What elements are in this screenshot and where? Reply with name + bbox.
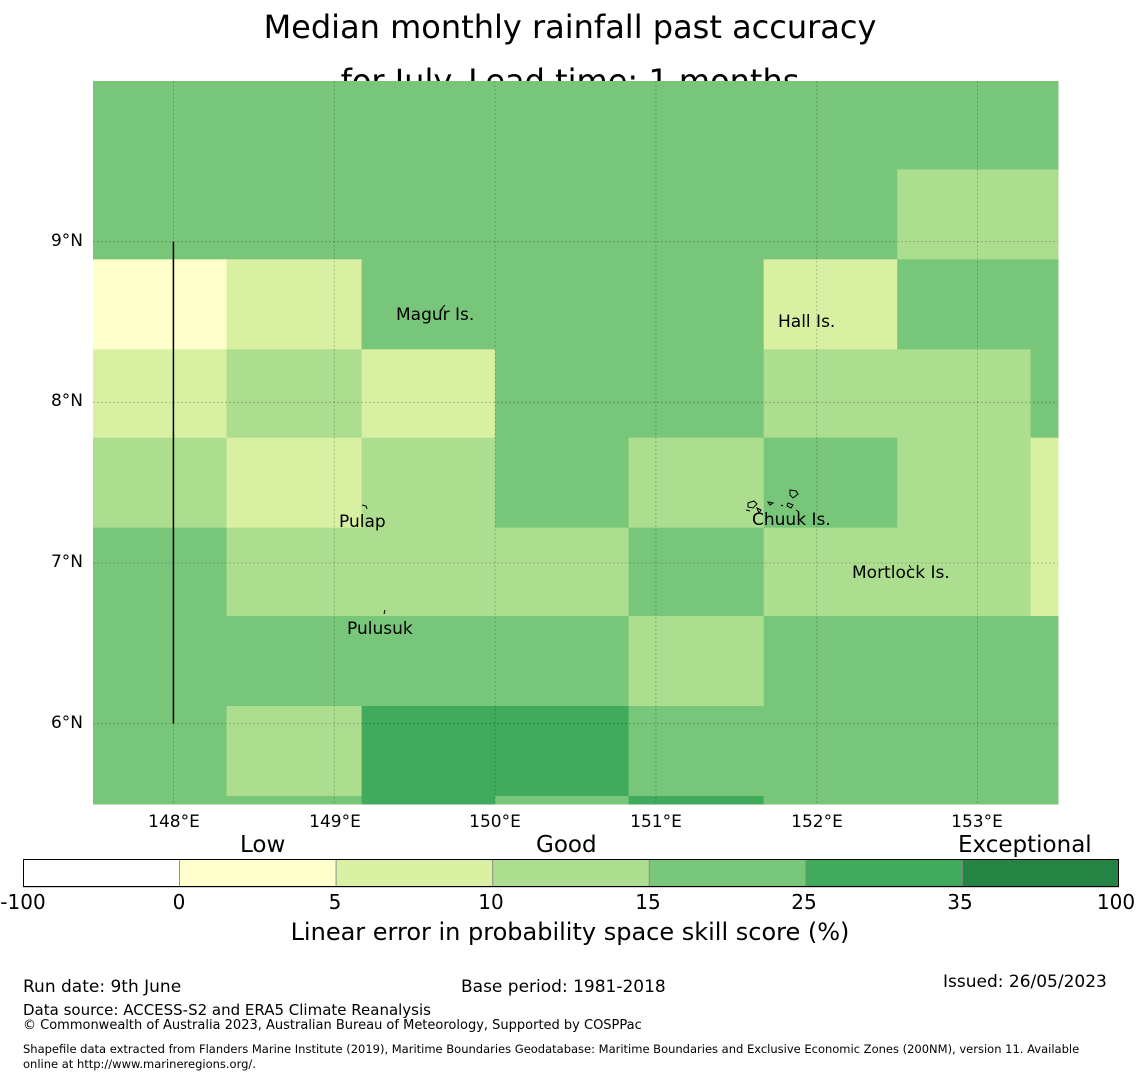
pulusuk-island-outline	[383, 609, 386, 615]
colorbar-tick-4: 15	[635, 890, 661, 914]
colorbar-tick-0: -100	[0, 890, 46, 914]
lat-label-7n: 7°N	[50, 552, 83, 572]
colorbar-border	[23, 859, 1119, 887]
mortlock-island-outline	[908, 564, 912, 569]
lon-label-149e: 149°E	[309, 812, 361, 832]
grid-cell	[93, 437, 227, 529]
lon-label-153e: 153°E	[951, 812, 1003, 832]
copyright: © Commonwealth of Australia 2023, Austra…	[23, 1018, 642, 1033]
grid-cell	[628, 705, 1059, 797]
grid-cell	[763, 437, 898, 529]
grid-cell	[226, 795, 363, 805]
colorbar-segment	[805, 859, 963, 888]
grid-cell	[495, 795, 630, 805]
grid-cell	[763, 616, 1059, 707]
grid-cell	[763, 259, 898, 350]
place-label-pulusuk: Pulusuk	[347, 619, 413, 639]
place-label-magur: Magur Is.	[396, 305, 475, 325]
colorbar-tick-1: 0	[172, 890, 186, 914]
grid-cell	[93, 527, 227, 617]
base-period: Base period: 1981-2018	[461, 977, 666, 997]
lat-label-8n: 8°N	[50, 391, 83, 411]
magur-island-outline	[439, 304, 446, 312]
grid-cell	[226, 705, 363, 797]
colorbar-tick-2: 5	[328, 890, 342, 914]
grid-cell	[226, 527, 630, 617]
grid-cell	[628, 527, 765, 617]
place-label-chuuk: Chuuk Is.	[752, 510, 831, 530]
lon-label-150e: 150°E	[469, 812, 521, 832]
grid-cell	[93, 169, 898, 260]
lon-label-148e: 148°E	[148, 812, 200, 832]
lat-label-9n: 9°N	[50, 231, 83, 251]
rainfall-skill-map	[93, 81, 1059, 805]
grid-cell	[93, 616, 630, 707]
grid-cell	[1030, 349, 1059, 439]
category-label-low: Low	[240, 832, 286, 858]
colorbar-segment	[23, 859, 180, 888]
grid-cell	[226, 437, 363, 529]
colorbar-tick-5: 25	[791, 890, 817, 914]
grid-cell	[361, 349, 496, 439]
grid-cell	[361, 437, 496, 529]
issued-date: Issued: 26/05/2023	[943, 972, 1107, 992]
lon-label-151e: 151°E	[630, 812, 682, 832]
colorbar-segment	[648, 859, 807, 888]
place-label-hall: Hall Is.	[778, 312, 836, 332]
colorbar-title: Linear error in probability space skill …	[290, 918, 850, 946]
place-label-mortlock: Mortlock Is.	[852, 563, 950, 583]
colorbar-segment	[962, 859, 1119, 888]
grid-cell	[93, 259, 227, 350]
grid-cell	[763, 795, 1059, 805]
colorbar-segment	[335, 859, 494, 888]
category-label-good: Good	[536, 832, 597, 858]
grid-cell	[361, 795, 496, 805]
grid-cell	[93, 349, 227, 439]
run-date: Run date: 9th June	[23, 977, 182, 997]
colorbar-tick-6: 35	[947, 890, 973, 914]
grid-cell	[226, 259, 363, 350]
data-source: Data source: ACCESS-S2 and ERA5 Climate …	[23, 1001, 431, 1019]
grid-cell	[628, 437, 765, 529]
lon-label-152e: 152°E	[791, 812, 843, 832]
colorbar-tick-3: 10	[478, 890, 504, 914]
colorbar-segment	[179, 859, 337, 888]
grid-cell	[1030, 527, 1059, 617]
grid-cell	[226, 349, 363, 439]
skill-colorbar	[23, 859, 1119, 888]
skill-grid-cells	[93, 81, 1059, 805]
grid-cell	[897, 259, 1059, 350]
grid-cell	[1030, 437, 1059, 529]
chuuk-lagoon-islands	[745, 489, 800, 515]
grid-cell	[361, 705, 630, 797]
grid-cell	[93, 705, 227, 805]
grid-cell	[628, 616, 765, 707]
shapefile-credit-line-2: online at http://www.marineregions.org/.	[23, 1057, 256, 1071]
place-label-pulap: Pulap	[339, 512, 386, 532]
title-line-1: Median monthly rainfall past accuracy	[263, 8, 877, 46]
grid-cell	[763, 349, 1032, 439]
grid-cell	[495, 437, 630, 529]
pulap-island-outline	[361, 504, 368, 510]
grid-cell	[897, 437, 1032, 529]
grid-cell	[897, 169, 1059, 260]
colorbar-tick-7: 100	[1096, 890, 1136, 914]
lat-label-6n: 6°N	[50, 713, 83, 733]
island-outlines	[361, 304, 912, 615]
grid-cell	[361, 259, 765, 350]
category-label-exceptional: Exceptional	[958, 832, 1092, 858]
colorbar-segment	[492, 859, 650, 888]
grid-cell	[495, 349, 765, 439]
grid-cell	[93, 81, 1059, 170]
grid-cell	[763, 527, 1032, 617]
shapefile-credit-line-1: Shapefile data extracted from Flanders M…	[23, 1042, 1080, 1056]
grid-cell	[628, 795, 765, 805]
